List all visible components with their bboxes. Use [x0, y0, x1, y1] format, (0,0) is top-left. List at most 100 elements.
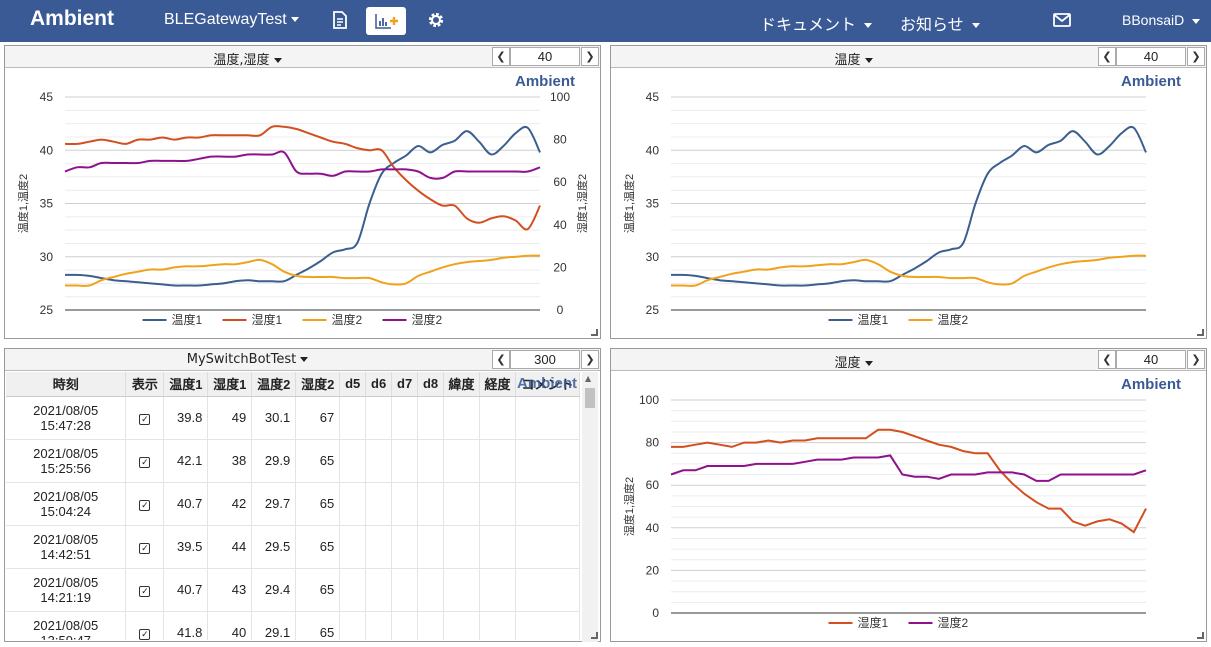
y-right-tick-label: 60	[553, 175, 567, 189]
y-axis-label: 温度1,温度2	[16, 174, 30, 233]
scrollbar-thumb[interactable]	[585, 388, 595, 408]
empty-cell	[391, 482, 419, 526]
display-checkbox-cell: ✓	[125, 611, 165, 640]
empty-cell	[479, 611, 516, 640]
legend-label: 温度1	[172, 312, 203, 327]
timestamp-date: 2021/08/05	[33, 445, 99, 461]
empty-cell	[365, 482, 393, 526]
prev-button[interactable]: ❮	[1098, 47, 1116, 66]
panel-header: 温度 ❮ 40 ❯	[611, 46, 1206, 68]
data-count-input[interactable]: 300	[510, 350, 580, 369]
resize-handle-icon[interactable]	[591, 329, 598, 336]
series-line	[670, 454, 1147, 482]
column-header[interactable]: 温度2	[251, 372, 297, 397]
checkbox-checked-icon[interactable]: ✓	[139, 543, 151, 554]
empty-cell	[479, 482, 516, 526]
column-header[interactable]: コメント	[515, 372, 580, 397]
panel-watermark: Ambient	[517, 375, 577, 392]
panel-title-dropdown[interactable]: MySwitchBotTest	[5, 352, 490, 367]
documents-menu[interactable]: ドキュメント	[760, 11, 873, 35]
add-chart-button[interactable]	[366, 7, 406, 35]
empty-cell	[391, 568, 419, 612]
prev-button[interactable]: ❮	[1098, 350, 1116, 369]
panel-title-dropdown[interactable]: 温度,湿度	[5, 49, 490, 68]
column-header[interactable]: 緯度	[443, 372, 481, 397]
scroll-up-icon[interactable]: ▲	[585, 374, 592, 383]
y-tick-label: 30	[40, 250, 54, 264]
checkbox-checked-icon[interactable]: ✓	[139, 629, 151, 640]
panel-title-dropdown[interactable]: 湿度	[611, 352, 1096, 371]
y-tick-label: 45	[646, 90, 660, 104]
column-header[interactable]: 経度	[479, 372, 516, 397]
gear-icon[interactable]	[426, 10, 446, 30]
prev-button[interactable]: ❮	[492, 47, 510, 66]
legend-label: 湿度1	[252, 312, 283, 327]
empty-cell	[479, 439, 516, 483]
empty-cell	[339, 396, 367, 440]
chevron-down-icon	[864, 361, 873, 366]
news-menu[interactable]: お知らせ	[900, 11, 980, 35]
y-right-tick-label: 100	[550, 90, 570, 104]
chevron-left-icon: ❮	[496, 50, 506, 63]
column-header[interactable]: d7	[391, 372, 419, 397]
resize-handle-icon[interactable]	[1197, 632, 1204, 639]
empty-cell	[391, 439, 419, 483]
value-cell: 39.8	[163, 396, 209, 440]
column-header[interactable]: 湿度2	[295, 372, 341, 397]
y-right-tick-label: 20	[553, 260, 567, 274]
y-tick-label: 40	[646, 521, 660, 535]
checkbox-checked-icon[interactable]: ✓	[139, 586, 151, 597]
column-header[interactable]: 温度1	[163, 372, 209, 397]
brand-logo[interactable]: Ambient	[30, 7, 114, 30]
resize-handle-icon[interactable]	[591, 632, 598, 639]
checkbox-checked-icon[interactable]: ✓	[139, 414, 151, 425]
chevron-down-icon	[1192, 18, 1201, 24]
data-count-input[interactable]: 40	[1116, 47, 1186, 66]
panel-header: 温度,湿度 ❮ 40 ❯	[5, 46, 600, 68]
data-count-input[interactable]: 40	[510, 47, 580, 66]
column-header[interactable]: d8	[417, 372, 445, 397]
empty-cell	[417, 396, 445, 440]
column-header[interactable]: d5	[339, 372, 367, 397]
resize-handle-icon[interactable]	[1197, 329, 1204, 336]
panel-title-dropdown[interactable]: 温度	[611, 49, 1096, 68]
document-icon[interactable]	[330, 10, 350, 30]
next-button[interactable]: ❯	[581, 350, 599, 369]
series-line	[670, 125, 1147, 287]
user-menu[interactable]: BBonsaiD	[1122, 12, 1201, 28]
display-checkbox-cell: ✓	[125, 396, 165, 440]
value-cell: 65	[295, 611, 341, 640]
channel-dropdown[interactable]: BLEGatewayTest	[164, 11, 299, 29]
empty-cell	[515, 482, 580, 526]
user-name: BBonsaiD	[1122, 12, 1185, 28]
next-button[interactable]: ❯	[581, 47, 599, 66]
y-tick-label: 80	[646, 436, 660, 450]
value-cell: 29.9	[251, 439, 297, 483]
empty-cell	[443, 611, 481, 640]
empty-cell	[391, 396, 419, 440]
table-row: 2021/08/05 15:25:56 ✓ 42.1 38 29.9 65	[6, 439, 580, 483]
data-table-container[interactable]: 時刻 表示 温度1 湿度1 温度2 湿度2 d5 d6 d7 d8 緯度 経度 コメント 2021/08…	[6, 372, 580, 640]
panel-header: MySwitchBotTest ❮ 300 ❯	[5, 349, 600, 371]
mail-icon[interactable]	[1052, 10, 1072, 30]
value-cell: 40.7	[163, 482, 209, 526]
column-header[interactable]: 湿度1	[207, 372, 253, 397]
empty-cell	[479, 525, 516, 569]
prev-button[interactable]: ❮	[492, 350, 510, 369]
column-header[interactable]: 時刻	[6, 372, 127, 397]
column-header[interactable]: 表示	[125, 372, 165, 397]
data-count-input[interactable]: 40	[1116, 350, 1186, 369]
next-button[interactable]: ❯	[1187, 47, 1205, 66]
series-line	[670, 254, 1147, 287]
empty-cell	[365, 611, 393, 640]
vertical-scrollbar[interactable]: ▲	[582, 372, 598, 642]
checkbox-checked-icon[interactable]: ✓	[139, 500, 151, 511]
table-header-row: 時刻 表示 温度1 湿度1 温度2 湿度2 d5 d6 d7 d8 緯度 経度 コメント	[6, 372, 580, 397]
table-row: 2021/08/05 15:04:24 ✓ 40.7 42 29.7 65	[6, 482, 580, 526]
checkbox-checked-icon[interactable]: ✓	[139, 457, 151, 468]
value-cell: 30.1	[251, 396, 297, 440]
value-cell: 65	[295, 568, 341, 612]
next-button[interactable]: ❯	[1187, 350, 1205, 369]
column-header[interactable]: d6	[365, 372, 393, 397]
value-cell: 38	[207, 439, 253, 483]
